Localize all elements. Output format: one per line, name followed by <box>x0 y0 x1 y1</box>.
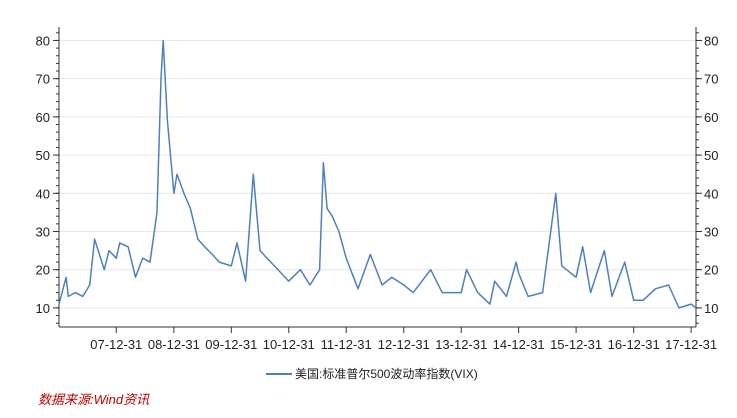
y-tick-label-right: 60 <box>704 110 718 125</box>
x-tick-label: 12-12-31 <box>378 337 430 352</box>
y-tick-label-right: 50 <box>704 148 718 163</box>
x-tick-label: 17-12-31 <box>665 337 717 352</box>
y-axis-left: 10 20 30 40 50 60 70 80 <box>36 32 59 324</box>
source-note: 数据来源:Wind资讯 <box>38 392 150 407</box>
y-tick-label-right: 20 <box>704 263 718 278</box>
legend-label: 美国:标准普尔500波动率指数(VIX) <box>295 366 478 381</box>
x-tick-label: 11-12-31 <box>321 337 372 352</box>
y-axis-right: 10 20 30 40 50 60 70 80 <box>696 32 718 324</box>
x-tick-label: 08-12-31 <box>148 337 200 352</box>
x-axis: 07-12-31 08-12-31 09-12-31 10-12-31 11-12-31… <box>90 327 717 352</box>
y-tick-label-left: 10 <box>36 301 50 316</box>
y-tick-label-right: 10 <box>704 301 718 316</box>
y-tick-label-left: 30 <box>36 224 50 239</box>
y-tick-label-left: 70 <box>36 72 50 87</box>
series-layer <box>58 39 697 309</box>
y-tick-label-left: 80 <box>36 33 50 48</box>
gridlines <box>59 39 696 309</box>
x-tick-label: 09-12-31 <box>205 337 257 352</box>
y-tick-label-right: 80 <box>704 33 718 48</box>
legend: 美国:标准普尔500波动率指数(VIX) <box>266 366 478 381</box>
y-tick-label-left: 40 <box>36 186 50 201</box>
x-tick-label: 15-12-31 <box>550 337 602 352</box>
y-tick-label-right: 40 <box>704 186 718 201</box>
vix-series-line <box>58 39 697 309</box>
x-tick-label: 07-12-31 <box>90 337 142 352</box>
y-tick-label-left: 50 <box>36 148 50 163</box>
y-tick-label-left: 20 <box>36 263 50 278</box>
y-tick-label-right: 70 <box>704 72 718 87</box>
x-tick-label: 13-12-31 <box>435 337 487 352</box>
x-tick-label: 10-12-31 <box>263 337 315 352</box>
y-tick-label-left: 60 <box>36 110 50 125</box>
x-tick-label: 16-12-31 <box>608 337 660 352</box>
x-tick-label: 14-12-31 <box>493 337 545 352</box>
y-tick-label-right: 30 <box>704 224 718 239</box>
axes <box>58 27 697 328</box>
